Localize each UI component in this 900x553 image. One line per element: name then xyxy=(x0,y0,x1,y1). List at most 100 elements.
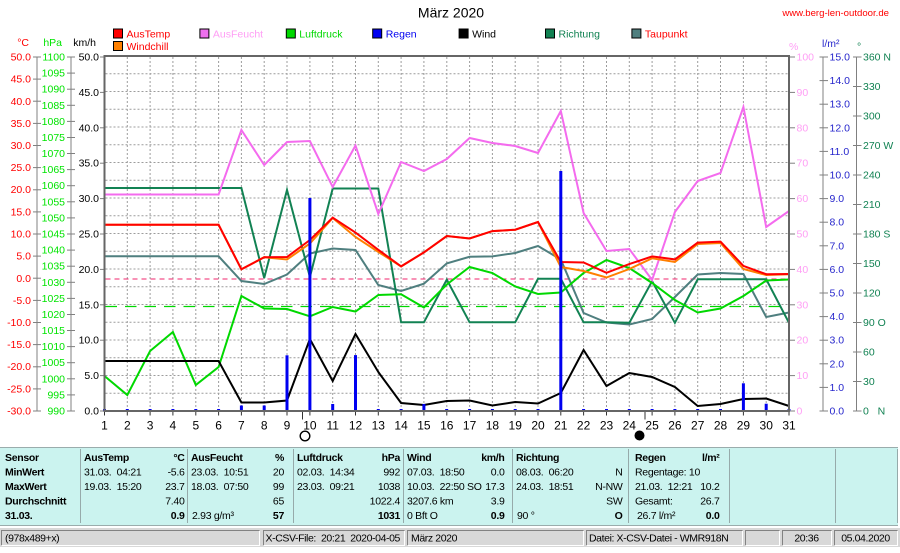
svg-text:20.0: 20.0 xyxy=(79,264,100,276)
svg-text:AusTemp: AusTemp xyxy=(84,452,129,464)
svg-text:2: 2 xyxy=(124,419,131,433)
svg-text:%: % xyxy=(789,41,798,53)
svg-text:15.0: 15.0 xyxy=(830,52,851,64)
svg-text:10.2: 10.2 xyxy=(700,481,720,493)
svg-text:2.0: 2.0 xyxy=(830,358,845,370)
svg-text:10.03. 22:50 SO: 10.03. 22:50 SO xyxy=(407,481,482,493)
svg-text:21.03. 12:21: 21.03. 12:21 xyxy=(635,481,693,493)
svg-text:18.03. 07:50: 18.03. 07:50 xyxy=(191,481,249,493)
svg-text:50.0: 50.0 xyxy=(79,52,100,64)
svg-text:5.0: 5.0 xyxy=(830,288,845,300)
svg-text:40.0: 40.0 xyxy=(79,122,100,134)
svg-text:992: 992 xyxy=(383,467,400,479)
svg-text:0: 0 xyxy=(797,406,803,418)
svg-text:6: 6 xyxy=(215,419,222,433)
svg-text:1050: 1050 xyxy=(42,212,66,224)
svg-text:7: 7 xyxy=(238,419,245,433)
svg-text:0.0: 0.0 xyxy=(84,406,99,418)
svg-text:50: 50 xyxy=(797,229,809,241)
svg-text:Durchschnitt: Durchschnitt xyxy=(5,496,67,508)
svg-text:11: 11 xyxy=(326,419,339,433)
svg-text:19: 19 xyxy=(509,419,523,433)
svg-text:hPa: hPa xyxy=(382,452,401,464)
svg-text:1020: 1020 xyxy=(42,309,66,321)
svg-text:l/m²: l/m² xyxy=(822,38,840,50)
svg-text:20: 20 xyxy=(273,467,285,479)
svg-text:5.0: 5.0 xyxy=(84,370,99,382)
svg-text:5: 5 xyxy=(192,419,199,433)
svg-text:330: 330 xyxy=(863,81,881,93)
svg-text:120: 120 xyxy=(863,288,881,300)
svg-text:210: 210 xyxy=(863,199,881,211)
svg-text:hPa: hPa xyxy=(43,37,62,49)
svg-text:1.0: 1.0 xyxy=(830,382,845,394)
svg-text:1010: 1010 xyxy=(42,341,66,353)
svg-text:0.9: 0.9 xyxy=(491,510,505,522)
svg-text:15: 15 xyxy=(417,419,431,433)
svg-text:km/h: km/h xyxy=(481,452,504,464)
svg-text:N: N xyxy=(615,467,622,479)
svg-text:1075: 1075 xyxy=(42,132,66,144)
svg-text:23.7: 23.7 xyxy=(165,481,185,493)
svg-text:Gesamt:: Gesamt: xyxy=(635,496,673,508)
svg-text:(978x489+x): (978x489+x) xyxy=(5,533,59,545)
svg-text:1038: 1038 xyxy=(378,481,401,493)
svg-text:40: 40 xyxy=(797,264,809,276)
svg-text:0 Bft O: 0 Bft O xyxy=(407,510,438,522)
svg-text:17: 17 xyxy=(463,419,477,433)
svg-text:13.0: 13.0 xyxy=(830,99,851,111)
svg-text:Luftdruck: Luftdruck xyxy=(299,29,343,41)
svg-text:26: 26 xyxy=(668,419,682,433)
svg-text:270 W: 270 W xyxy=(863,140,893,152)
svg-text:Sensor: Sensor xyxy=(5,452,39,464)
svg-text:1000: 1000 xyxy=(42,373,66,385)
svg-text:70: 70 xyxy=(797,158,809,170)
svg-text:-10.0: -10.0 xyxy=(7,317,31,329)
svg-text:Wind: Wind xyxy=(472,29,496,41)
svg-text:1015: 1015 xyxy=(42,325,66,337)
svg-text:0.0: 0.0 xyxy=(830,406,845,418)
svg-text:1035: 1035 xyxy=(42,261,66,273)
svg-text:18: 18 xyxy=(486,419,500,433)
svg-text:15.0: 15.0 xyxy=(79,299,100,311)
svg-text:Richtung: Richtung xyxy=(516,452,559,464)
svg-text:995: 995 xyxy=(47,389,65,401)
svg-text:1: 1 xyxy=(101,419,108,433)
svg-text:1060: 1060 xyxy=(42,180,66,192)
svg-text:28: 28 xyxy=(714,419,728,433)
svg-text:12.0: 12.0 xyxy=(830,122,851,134)
svg-text:31.03. 04:21: 31.03. 04:21 xyxy=(84,467,142,479)
svg-text:N-NW: N-NW xyxy=(595,481,623,493)
svg-text:1090: 1090 xyxy=(42,84,66,96)
svg-text:11.0: 11.0 xyxy=(830,146,850,158)
svg-text:360 N: 360 N xyxy=(863,52,891,64)
svg-text:1045: 1045 xyxy=(42,229,66,241)
svg-text:45.0: 45.0 xyxy=(79,87,100,99)
svg-text:Richtung: Richtung xyxy=(559,29,601,41)
svg-text:35.0: 35.0 xyxy=(79,158,100,170)
svg-text:14.0: 14.0 xyxy=(830,75,851,87)
svg-text:-25.0: -25.0 xyxy=(7,383,31,395)
svg-text:31: 31 xyxy=(782,419,796,433)
svg-text:26.7: 26.7 xyxy=(700,496,720,508)
svg-text:1031: 1031 xyxy=(378,510,401,522)
svg-text:SW: SW xyxy=(606,496,623,508)
svg-text:X-CSV-File: 20:21 2020-04-05: X-CSV-File: 20:21 2020-04-05 xyxy=(266,533,401,545)
svg-text:www.berg-len-outdoor.de: www.berg-len-outdoor.de xyxy=(781,8,889,19)
svg-text:07.03. 18:50: 07.03. 18:50 xyxy=(407,467,465,479)
svg-text:-5.0: -5.0 xyxy=(13,295,31,307)
svg-text:20.0: 20.0 xyxy=(11,184,32,196)
svg-text:1080: 1080 xyxy=(42,116,66,128)
svg-text:März 2020: März 2020 xyxy=(418,5,484,21)
svg-text:99: 99 xyxy=(273,481,285,493)
svg-text:AusTemp: AusTemp xyxy=(127,29,171,41)
svg-text:1055: 1055 xyxy=(42,196,66,208)
svg-text:27: 27 xyxy=(691,419,705,433)
svg-text:°C: °C xyxy=(173,452,185,464)
svg-text:1070: 1070 xyxy=(42,148,66,160)
svg-text:Regentage: 10: Regentage: 10 xyxy=(635,467,700,479)
svg-text:7.0: 7.0 xyxy=(830,240,845,252)
svg-text:0.0: 0.0 xyxy=(706,510,720,522)
svg-text:0.9: 0.9 xyxy=(171,510,185,522)
svg-text:05.04.2020: 05.04.2020 xyxy=(841,533,890,545)
